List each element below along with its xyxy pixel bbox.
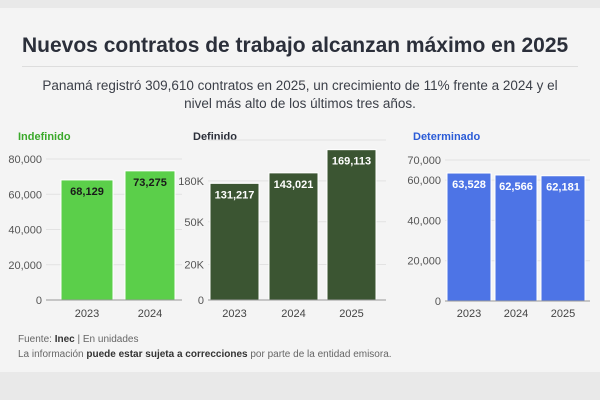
x-tick-label: 2023 xyxy=(222,308,246,320)
x-tick-label: 2025 xyxy=(551,308,575,320)
bar-2023 xyxy=(60,179,114,301)
disclaimer-post: por parte de la entidad emisora. xyxy=(250,349,392,360)
bar-2024 xyxy=(124,170,176,301)
y-tick-label: 70,000 xyxy=(407,155,441,167)
y-tick-label: 20K xyxy=(184,259,204,271)
bar-2025 xyxy=(326,149,377,301)
data-label: 143,021 xyxy=(274,179,314,191)
bar-2024 xyxy=(494,174,538,302)
source-line: Fuente: Inec | En unidades xyxy=(18,334,139,345)
y-tick-label: 60,000 xyxy=(8,189,42,201)
y-tick-label: 50K xyxy=(184,217,204,229)
y-tick-label: 40,000 xyxy=(407,215,441,227)
y-tick-label: 80,000 xyxy=(8,154,42,166)
y-tick-label: 60,000 xyxy=(407,175,441,187)
bar-2023 xyxy=(446,172,492,302)
source-name: Inec xyxy=(54,334,75,345)
x-tick-label: 2024 xyxy=(504,308,528,320)
x-tick-label: 2023 xyxy=(75,308,99,320)
x-tick-label: 2023 xyxy=(457,308,481,320)
subtitle: Panamá registró 309,610 contratos en 202… xyxy=(42,78,558,111)
bar-2025 xyxy=(540,175,586,302)
data-label: 73,275 xyxy=(133,177,167,189)
data-label: 62,181 xyxy=(546,182,580,194)
bar-2023 xyxy=(209,182,260,301)
data-label: 62,566 xyxy=(499,181,533,193)
data-label: 63,528 xyxy=(452,179,486,191)
y-tick-label: 0 xyxy=(435,296,441,308)
y-tick-label: 40,000 xyxy=(8,225,42,237)
data-label: 131,217 xyxy=(215,189,255,201)
separator: | xyxy=(77,334,81,345)
y-tick-label: 0 xyxy=(36,295,42,307)
disclaimer: La información puede estar sujeta a corr… xyxy=(18,349,392,360)
y-tick-label: 180K xyxy=(178,176,204,188)
disclaimer-pre: La información xyxy=(18,349,84,360)
chart-title: Definido xyxy=(193,131,237,143)
x-tick-label: 2024 xyxy=(138,308,162,320)
y-tick-label: 20,000 xyxy=(407,256,441,268)
page-title: Nuevos contratos de trabajo alcanzan máx… xyxy=(22,34,569,57)
x-tick-label: 2024 xyxy=(281,308,305,320)
divider xyxy=(22,66,578,67)
units-note: En unidades xyxy=(82,334,139,345)
x-tick-label: 2025 xyxy=(339,308,363,320)
y-tick-label: 0 xyxy=(198,295,204,307)
bar-2024 xyxy=(268,172,319,301)
y-tick-label: 20,000 xyxy=(8,260,42,272)
chart-title: Indefinido xyxy=(18,131,71,143)
data-label: 68,129 xyxy=(70,186,104,198)
disclaimer-bold: puede estar sujeta a correcciones xyxy=(86,349,248,360)
chart-title: Determinado xyxy=(413,131,481,143)
data-label: 169,113 xyxy=(332,156,371,168)
source-label: Fuente: xyxy=(18,334,52,345)
